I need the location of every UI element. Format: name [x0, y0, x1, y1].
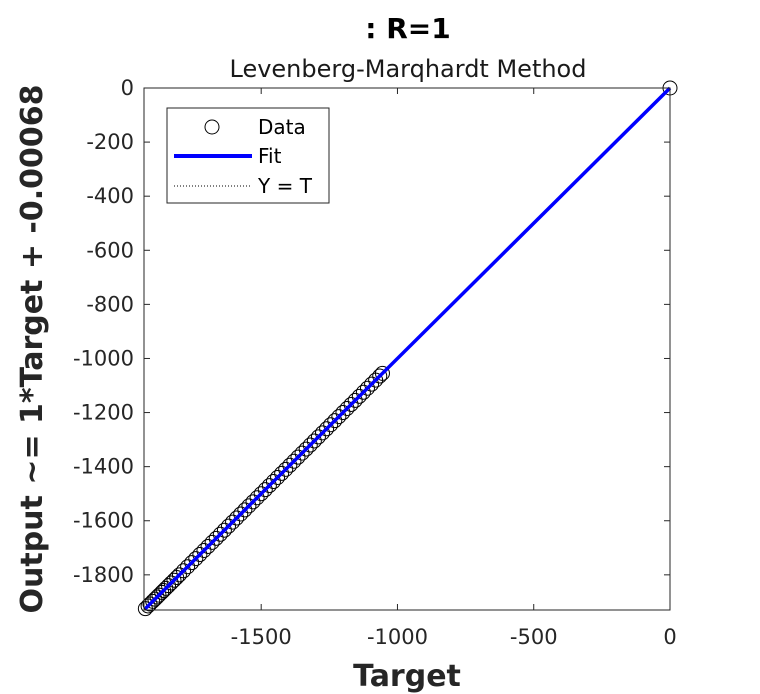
data-point: [374, 365, 390, 381]
x-tick-label: -1500: [231, 625, 292, 649]
data-point: [347, 392, 363, 408]
data-point: [306, 433, 322, 449]
data-point: [163, 575, 179, 591]
data-point: [372, 368, 388, 384]
legend-fit-label: Fit: [258, 144, 282, 168]
data-point: [323, 417, 339, 433]
y-axis-label: Output ~= 1*Target + -0.00068: [15, 84, 50, 613]
data-point: [282, 457, 298, 473]
y-tick-label: -200: [86, 130, 134, 154]
x-axis-ticks: -1500 -1000 -500 0: [231, 88, 677, 649]
data-point: [355, 384, 371, 400]
data-point: [319, 421, 335, 437]
data-point: [225, 514, 241, 530]
data-point: [200, 538, 216, 554]
data-point: [208, 530, 224, 546]
data-point: [290, 449, 306, 465]
y-tick-label: -1600: [73, 509, 134, 533]
data-point: [261, 478, 277, 494]
data-point: [237, 502, 253, 518]
data-point: [204, 534, 220, 550]
y-tick-label: -1000: [73, 346, 134, 370]
legend-yt-label: Y = T: [257, 174, 313, 198]
data-point: [241, 498, 257, 514]
data-point: [270, 469, 286, 485]
y-tick-label: -1800: [73, 563, 134, 587]
data-point: [253, 486, 269, 502]
data-point: [180, 559, 196, 575]
data-point: [158, 580, 174, 596]
data-point: [286, 453, 302, 469]
data-point: [216, 522, 232, 538]
data-point: [278, 461, 294, 477]
x-tick-label: -1000: [367, 625, 428, 649]
data-point: [274, 465, 290, 481]
legend-data-label: Data: [258, 115, 306, 139]
data-markers: [137, 80, 678, 617]
data-point: [171, 567, 187, 583]
data-point: [166, 572, 182, 588]
data-point: [327, 413, 343, 429]
x-tick-label: -500: [510, 625, 558, 649]
y-tick-label: -600: [86, 238, 134, 262]
y-axis-ticks: 0 -200 -400 -600 -800 -1000 -1200 -1400 -1600 -18…: [73, 76, 670, 587]
plot-frame: [143, 87, 671, 611]
data-point: [188, 551, 204, 567]
data-point: [315, 425, 331, 441]
data-point: [343, 396, 359, 412]
data-point: [161, 578, 177, 594]
plot-marks: [137, 80, 678, 617]
data-point: [156, 583, 172, 599]
data-point: [298, 441, 314, 457]
data-point: [233, 506, 249, 522]
data-point: [212, 526, 228, 542]
data-point: [145, 593, 161, 609]
fit-line: [144, 86, 672, 610]
data-point: [257, 482, 273, 498]
data-point: [184, 555, 200, 571]
x-tick-label: 0: [663, 625, 676, 649]
data-point: [310, 429, 326, 445]
data-point: [192, 547, 208, 563]
data-point: [339, 401, 355, 417]
data-point: [196, 542, 212, 558]
data-point: [265, 474, 281, 490]
data-point: [335, 405, 351, 421]
y-tick-label: -800: [86, 292, 134, 316]
y-tick-label: -1400: [73, 455, 134, 479]
chart-title: : R=1: [365, 12, 450, 45]
y-tick-label: -400: [86, 184, 134, 208]
data-point: [220, 518, 236, 534]
y-tick-label: 0: [121, 76, 134, 100]
data-point: [331, 409, 347, 425]
data-point: [359, 380, 375, 396]
x-axis-label: Target: [353, 659, 461, 694]
chart-subtitle: Levenberg-Marqhardt Method: [230, 55, 587, 83]
data-point: [364, 376, 380, 392]
data-point: [229, 510, 245, 526]
data-point: [302, 437, 318, 453]
data-point: [249, 490, 265, 506]
legend: Data Fit Y = T: [166, 107, 330, 204]
data-point: [176, 563, 192, 579]
legend-data-marker: [204, 119, 220, 135]
data-point: [245, 494, 261, 510]
data-point: [294, 445, 310, 461]
data-point: [351, 388, 367, 404]
y-tick-label: -1200: [73, 401, 134, 425]
